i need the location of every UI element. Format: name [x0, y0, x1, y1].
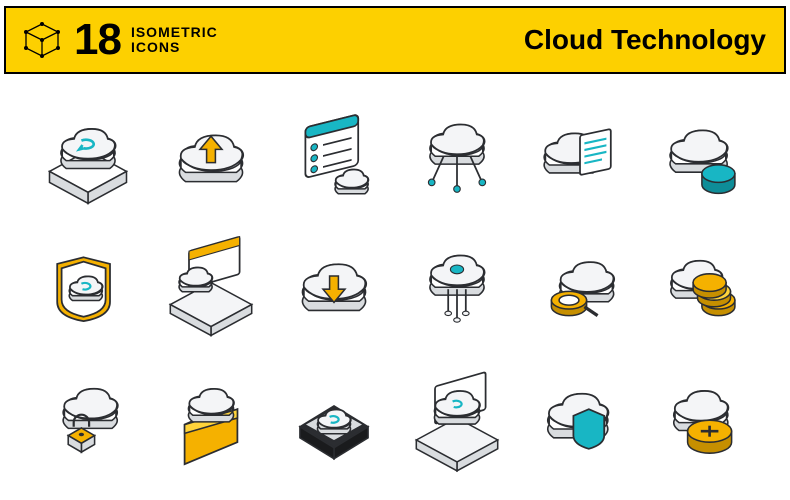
- cloud-add-backup-icon: [643, 355, 762, 482]
- cube-logo-icon: [20, 18, 64, 62]
- cloud-lock-icon: [28, 355, 147, 482]
- icon-count: 18: [74, 18, 121, 62]
- cloud-security-shield-icon: [28, 223, 147, 350]
- icon-grid: [0, 74, 790, 500]
- cloud-server-list-icon: [274, 92, 393, 219]
- cloud-upload-icon: [151, 92, 270, 219]
- cloud-connected-icon: [397, 223, 516, 350]
- cloud-network-icon: [397, 92, 516, 219]
- cloud-mobile-sync-icon: [274, 355, 393, 482]
- cloud-disk-icon: [643, 92, 762, 219]
- cloud-document-icon: [520, 92, 639, 219]
- cloud-coins-icon: [643, 223, 762, 350]
- cloud-search-icon: [520, 223, 639, 350]
- cloud-laptop-icon: [151, 223, 270, 350]
- cloud-folder-icon: [151, 355, 270, 482]
- cloud-sync-tablet-icon: [28, 92, 147, 219]
- label-line2: ICONS: [131, 40, 218, 55]
- label-stack: ISOMETRIC ICONS: [131, 25, 218, 54]
- header: 18 ISOMETRIC ICONS Cloud Technology: [4, 6, 786, 74]
- icon-set-page: 18 ISOMETRIC ICONS Cloud Technology: [0, 0, 790, 500]
- header-left: 18 ISOMETRIC ICONS: [20, 18, 218, 62]
- cloud-computing-laptop-icon: [397, 355, 516, 482]
- cloud-download-icon: [274, 223, 393, 350]
- label-line1: ISOMETRIC: [131, 25, 218, 40]
- page-title: Cloud Technology: [524, 24, 766, 56]
- cloud-protection-icon: [520, 355, 639, 482]
